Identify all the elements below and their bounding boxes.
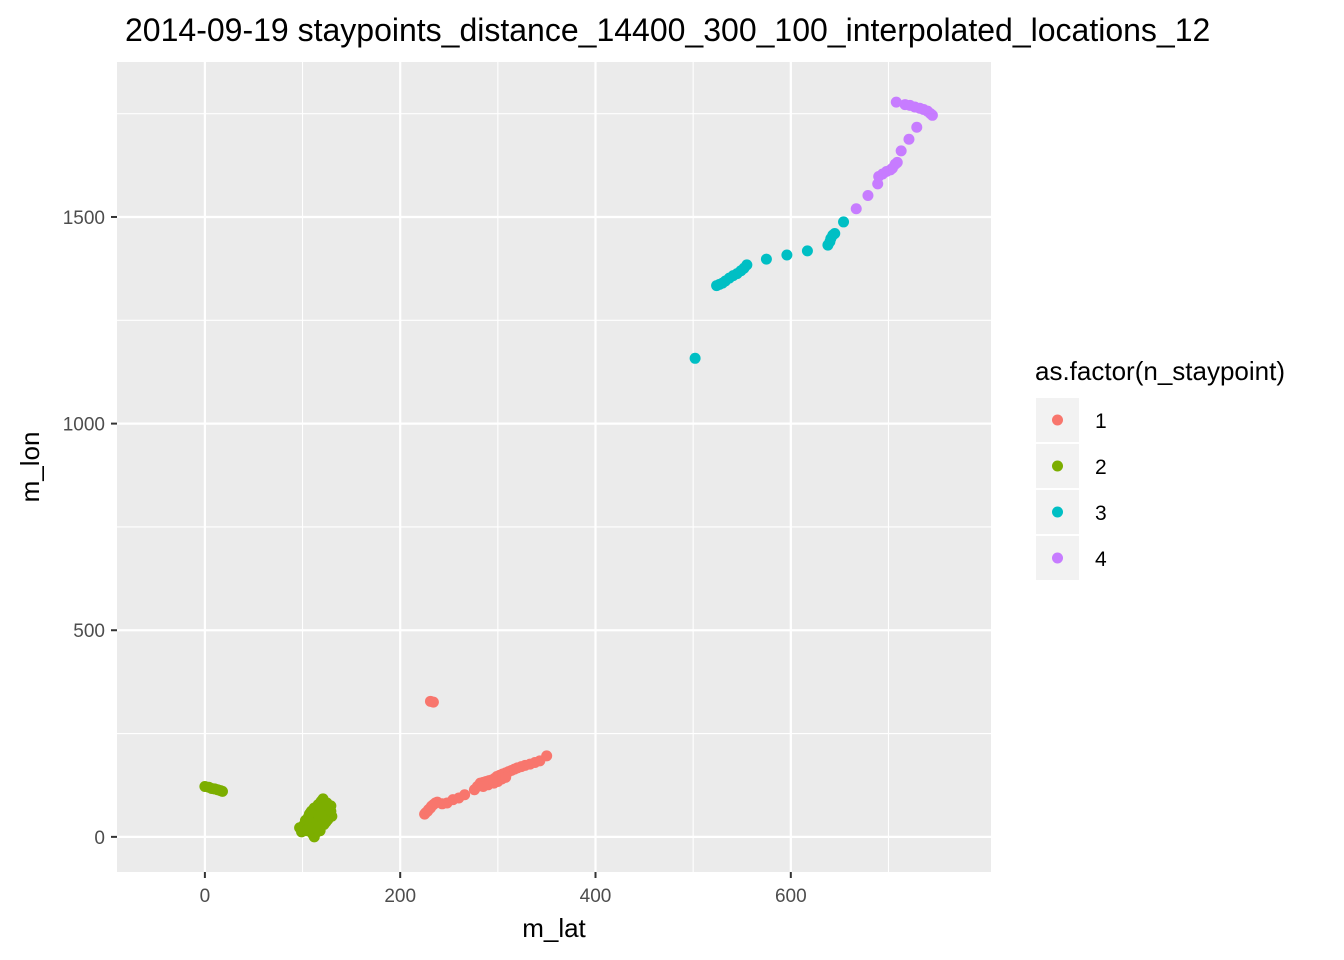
y-axis-title: m_lon (15, 432, 45, 503)
legend-label: 4 (1095, 548, 1107, 571)
data-point-series-1 (500, 771, 512, 783)
legend-key-point (1052, 552, 1063, 564)
plot-panel (117, 62, 991, 872)
x-tick-label: 600 (775, 886, 807, 907)
data-point-series-2 (304, 807, 316, 819)
data-point-series-2 (325, 805, 337, 817)
y-tick-label: 1500 (63, 208, 105, 229)
data-point-series-3 (781, 249, 793, 261)
x-tick-label: 200 (384, 886, 416, 907)
legend: as.factor(n_staypoint) 1 2 3 4 (1035, 356, 1285, 580)
legend-title: as.factor(n_staypoint) (1035, 356, 1285, 386)
y-tick-label: 1000 (63, 415, 105, 436)
legend-key-point (1052, 460, 1063, 472)
legend-label: 1 (1095, 410, 1107, 433)
data-point-series-3 (829, 228, 841, 240)
data-point-series-4 (890, 96, 902, 108)
data-point-series-4 (911, 121, 923, 133)
data-point-series-4 (850, 203, 862, 215)
minor-gridlines (117, 62, 991, 872)
x-tick-label: 400 (580, 886, 612, 907)
x-axis: 0 200 400 600 (200, 872, 807, 907)
data-point-series-2 (321, 814, 333, 826)
data-point-series-3 (838, 216, 850, 228)
x-tick-label: 0 (200, 886, 211, 907)
y-tick-label: 0 (94, 828, 105, 849)
chart-title: 2014-09-19 staypoints_distance_14400_300… (125, 12, 1210, 48)
data-points (199, 96, 938, 843)
data-point-series-3 (760, 253, 772, 265)
data-point-series-1 (427, 696, 439, 708)
major-gridlines (117, 62, 991, 872)
data-point-series-3 (741, 259, 753, 271)
data-point-series-2 (216, 785, 228, 797)
data-point-series-3 (801, 245, 813, 257)
y-axis: 0 500 1000 1500 (63, 208, 117, 849)
legend-label: 3 (1095, 502, 1107, 525)
x-axis-title: m_lat (522, 913, 586, 943)
data-point-series-4 (903, 133, 915, 145)
data-point-series-3 (689, 352, 701, 364)
legend-key-point (1052, 506, 1063, 518)
legend-label: 2 (1095, 456, 1107, 479)
data-point-series-4 (891, 156, 903, 168)
data-point-series-1 (459, 789, 471, 801)
y-tick-label: 500 (73, 621, 105, 642)
data-point-series-4 (862, 189, 874, 201)
data-point-series-1 (541, 750, 553, 762)
data-point-series-4 (895, 145, 907, 157)
legend-key-point (1052, 414, 1063, 426)
data-point-series-4 (926, 109, 938, 121)
